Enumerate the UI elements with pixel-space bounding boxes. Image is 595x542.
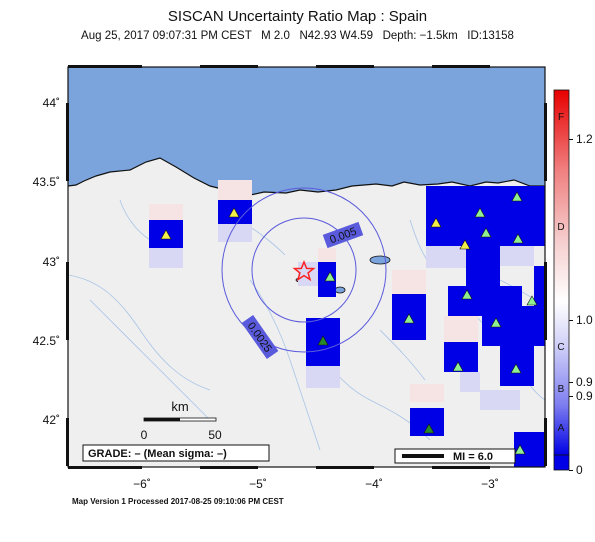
processing-footer: Map Version 1 Processed 2017-08-25 09:10…	[72, 497, 284, 506]
lon-tick-labels: −6˚ −5˚ −4˚ −3˚	[133, 477, 499, 491]
svg-text:D: D	[557, 222, 564, 233]
scale-bar: km 0 50	[141, 399, 222, 442]
svg-text:GRADE: – (Mean sigma: –): GRADE: – (Mean sigma: –)	[88, 448, 227, 460]
svg-text:42.5˚: 42.5˚	[33, 334, 60, 348]
svg-text:42˚: 42˚	[43, 413, 60, 427]
svg-text:C: C	[557, 342, 564, 353]
svg-text:km: km	[171, 399, 188, 414]
svg-text:1.0: 1.0	[576, 313, 593, 327]
svg-text:43.5˚: 43.5˚	[33, 175, 60, 189]
map-border-ticks	[66, 65, 547, 469]
svg-text:−6˚: −6˚	[133, 477, 151, 491]
colorbar-grade-labels: F D C B A	[557, 112, 564, 434]
map-title: SISCAN Uncertainty Ratio Map : Spain	[167, 8, 428, 25]
svg-text:0.9: 0.9	[576, 375, 593, 389]
svg-text:MI = 6.0: MI = 6.0	[453, 451, 493, 463]
svg-text:43˚: 43˚	[43, 255, 60, 269]
grade-box: GRADE: – (Mean sigma: –)	[82, 444, 270, 462]
epicenter-star-icon	[292, 260, 316, 282]
svg-text:0: 0	[576, 463, 583, 477]
stations	[160, 191, 538, 455]
svg-text:F: F	[558, 112, 564, 123]
event-subtitle: Aug 25, 2017 09:07:31 PM CEST M 2.0 N42.…	[81, 30, 514, 42]
svg-text:−4˚: −4˚	[365, 477, 383, 491]
ocean-area	[68, 67, 545, 196]
lat-tick-labels: 44˚ 43.5˚ 43˚ 42.5˚ 42˚	[33, 96, 60, 427]
svg-text:44˚: 44˚	[43, 96, 60, 110]
svg-text:1.2: 1.2	[576, 132, 593, 146]
svg-text:−5˚: −5˚	[249, 477, 267, 491]
svg-text:50: 50	[208, 428, 222, 442]
svg-text:−3˚: −3˚	[481, 477, 499, 491]
svg-text:0.9: 0.9	[576, 389, 593, 403]
svg-text:A: A	[558, 423, 565, 434]
colorbar: F D C B A 1.2 1.0 0.9 0.9 0	[553, 89, 593, 477]
contour-lines	[221, 187, 387, 353]
mi-box: MI = 6.0	[394, 448, 516, 464]
svg-text:0: 0	[141, 428, 148, 442]
svg-text:B: B	[558, 384, 565, 395]
colorbar-value-labels: 1.2 1.0 0.9 0.9 0	[569, 132, 593, 477]
